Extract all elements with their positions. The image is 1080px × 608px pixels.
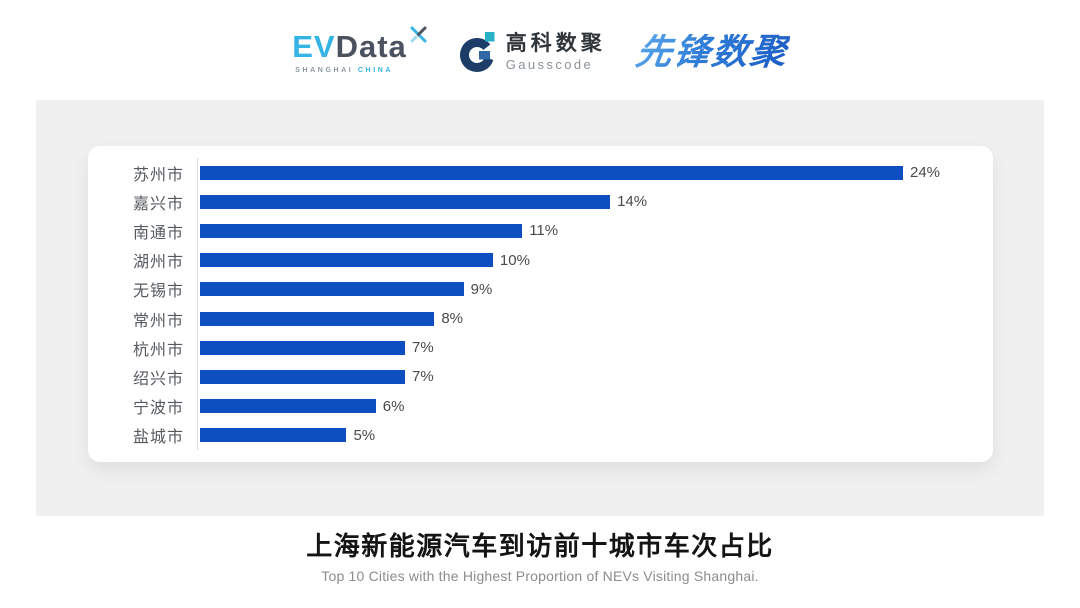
- category-label: 嘉兴市: [132, 195, 184, 213]
- category-label: 南通市: [132, 224, 184, 242]
- evdata-wordmark: EVData: [292, 31, 407, 62]
- category-label: 杭州市: [132, 341, 184, 359]
- chart-subtitle: Top 10 Cities with the Highest Proportio…: [321, 567, 759, 584]
- bar-track: 6%: [197, 391, 993, 421]
- bar-track: 7%: [197, 362, 993, 392]
- bar-row: 绍兴市 7%: [88, 362, 993, 392]
- evdata-data-text: Data: [335, 28, 407, 64]
- bar-row: 盐城市 5%: [88, 420, 993, 450]
- value-label: 5%: [353, 426, 376, 444]
- bar: [200, 311, 435, 326]
- bar: [200, 340, 406, 355]
- bar: [200, 369, 406, 384]
- bar-row: 常州市 8%: [88, 303, 993, 334]
- value-label: 9%: [470, 280, 493, 298]
- value-label: 6%: [382, 397, 405, 415]
- pioneer-shuju-logo: 先锋数聚: [632, 31, 791, 72]
- category-label: 湖州市: [132, 254, 184, 272]
- gausscode-logo: 高科数聚 Gausscode: [458, 31, 606, 73]
- bar-row: 苏州市 24%: [88, 158, 993, 188]
- evdata-ev-text: EV: [292, 28, 336, 64]
- chart-caption: 上海新能源汽车到访前十城市车次占比 Top 10 Cities with the…: [0, 530, 1080, 584]
- bar: [200, 194, 611, 209]
- bar: [200, 223, 523, 238]
- bar-row: 宁波市 6%: [88, 391, 993, 421]
- value-label: 7%: [412, 368, 434, 386]
- category-label: 无锡市: [132, 283, 184, 301]
- evdata-china-text: CHINA: [357, 66, 394, 74]
- gausscode-en-text: Gausscode: [505, 57, 594, 72]
- bar-row: 杭州市 7%: [88, 333, 993, 363]
- evdata-x-icon: [409, 25, 428, 48]
- evdata-shanghai-text: SHANGHAI: [295, 66, 354, 74]
- bar-track: 11%: [197, 216, 993, 246]
- value-label: 11%: [529, 222, 559, 240]
- chart-panel: 苏州市 24% 嘉兴市 14% 南通市 11% 湖州市 10% 无锡市 9% 常州市 8% 杭州市 7% 绍…: [36, 100, 1044, 516]
- gausscode-g-icon: [458, 31, 498, 73]
- header-logo-row: EVData SHANGHAI CHINA 高科数聚 Gaussc: [0, 22, 1080, 82]
- gausscode-cn-text: 高科数聚: [505, 32, 606, 55]
- category-label: 盐城市: [132, 429, 184, 447]
- chart-title: 上海新能源汽车到访前十城市车次占比: [306, 531, 774, 561]
- bar-track: 5%: [197, 420, 993, 450]
- bar-row: 无锡市 9%: [88, 274, 993, 304]
- category-label: 宁波市: [132, 400, 184, 418]
- value-label: 8%: [441, 310, 464, 328]
- value-label: 7%: [412, 339, 434, 357]
- bar-track: 24%: [197, 158, 993, 188]
- bar: [200, 282, 464, 297]
- bar: [200, 165, 903, 180]
- bar-row: 嘉兴市 14%: [88, 187, 993, 217]
- category-label: 常州市: [132, 312, 184, 330]
- category-label: 苏州市: [132, 166, 184, 184]
- bar-track: 14%: [197, 187, 993, 217]
- bar: [200, 428, 347, 443]
- value-label: 10%: [499, 251, 530, 269]
- value-label: 14%: [617, 193, 648, 211]
- bar-track: 9%: [197, 274, 993, 304]
- bar-row: 湖州市 10%: [88, 245, 993, 275]
- bar-track: 10%: [197, 245, 993, 275]
- bar-track: 7%: [197, 333, 993, 363]
- evdata-logo: EVData SHANGHAI CHINA: [292, 26, 428, 74]
- evdata-subtext: SHANGHAI CHINA: [295, 67, 393, 74]
- chart-rows: 苏州市 24% 嘉兴市 14% 南通市 11% 湖州市 10% 无锡市 9% 常州市 8% 杭州市 7% 绍…: [88, 158, 993, 450]
- bar-track: 8%: [197, 303, 993, 334]
- category-label: 绍兴市: [132, 370, 184, 388]
- bar: [200, 253, 493, 268]
- bar: [200, 399, 376, 414]
- chart-card: 苏州市 24% 嘉兴市 14% 南通市 11% 湖州市 10% 无锡市 9% 常州市 8% 杭州市 7% 绍…: [88, 146, 993, 462]
- value-label: 24%: [910, 164, 941, 182]
- bar-row: 南通市 11%: [88, 216, 993, 246]
